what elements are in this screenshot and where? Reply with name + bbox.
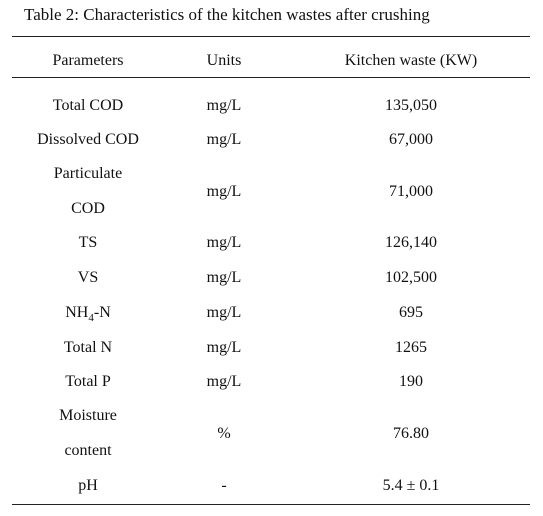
value-cell: 76.80 (393, 425, 429, 442)
value-cell: 102,500 (385, 269, 437, 286)
parameter-tail: -N (93, 304, 111, 321)
header-parameters: Parameters (52, 52, 124, 69)
unit-cell: mg/L (206, 131, 242, 148)
unit-cell: - (221, 477, 227, 494)
value-cell: 126,140 (385, 234, 437, 251)
table-header-rule (12, 77, 530, 78)
unit-cell: mg/L (206, 304, 242, 321)
parameter-cell: pH (78, 477, 98, 494)
unit-cell: mg/L (206, 97, 242, 114)
parameter-cell: TS (78, 234, 98, 251)
unit-cell: mg/L (206, 183, 242, 200)
parameter-cell-line1: Particulate (53, 165, 123, 182)
value-cell: 1265 (395, 339, 427, 356)
parameter-main: NH (65, 304, 89, 321)
parameter-cell: NH4-N (14, 303, 162, 328)
parameter-cell: Total N (63, 339, 113, 356)
unit-cell: mg/L (206, 269, 242, 286)
parameter-cell: Total P (65, 373, 111, 390)
unit-cell: mg/L (206, 339, 242, 356)
table-bottom-rule (12, 504, 530, 505)
value-cell: 67,000 (389, 131, 433, 148)
table-top-rule (12, 36, 530, 37)
value-cell: 135,050 (385, 97, 437, 114)
value-cell: 71,000 (389, 183, 433, 200)
header-units: Units (206, 52, 242, 69)
parameter-cell-line1: Moisture (59, 407, 117, 424)
parameter-cell: Dissolved COD (37, 131, 139, 148)
unit-cell: % (217, 425, 231, 442)
unit-cell: mg/L (206, 234, 242, 251)
parameter-subscript: 4 (88, 312, 94, 325)
parameter-cell-line2: COD (71, 200, 105, 217)
parameter-cell: VS (77, 269, 99, 286)
parameter-cell-line2: content (64, 442, 112, 459)
header-value: Kitchen waste (KW) (344, 52, 478, 69)
value-cell: 695 (399, 304, 423, 321)
parameter-cell: Total COD (52, 97, 124, 114)
unit-cell: mg/L (206, 373, 242, 390)
table-caption: Table 2: Characteristics of the kitchen … (24, 5, 430, 24)
value-cell: 5.4 ± 0.1 (382, 477, 440, 494)
value-cell: 190 (399, 373, 423, 390)
